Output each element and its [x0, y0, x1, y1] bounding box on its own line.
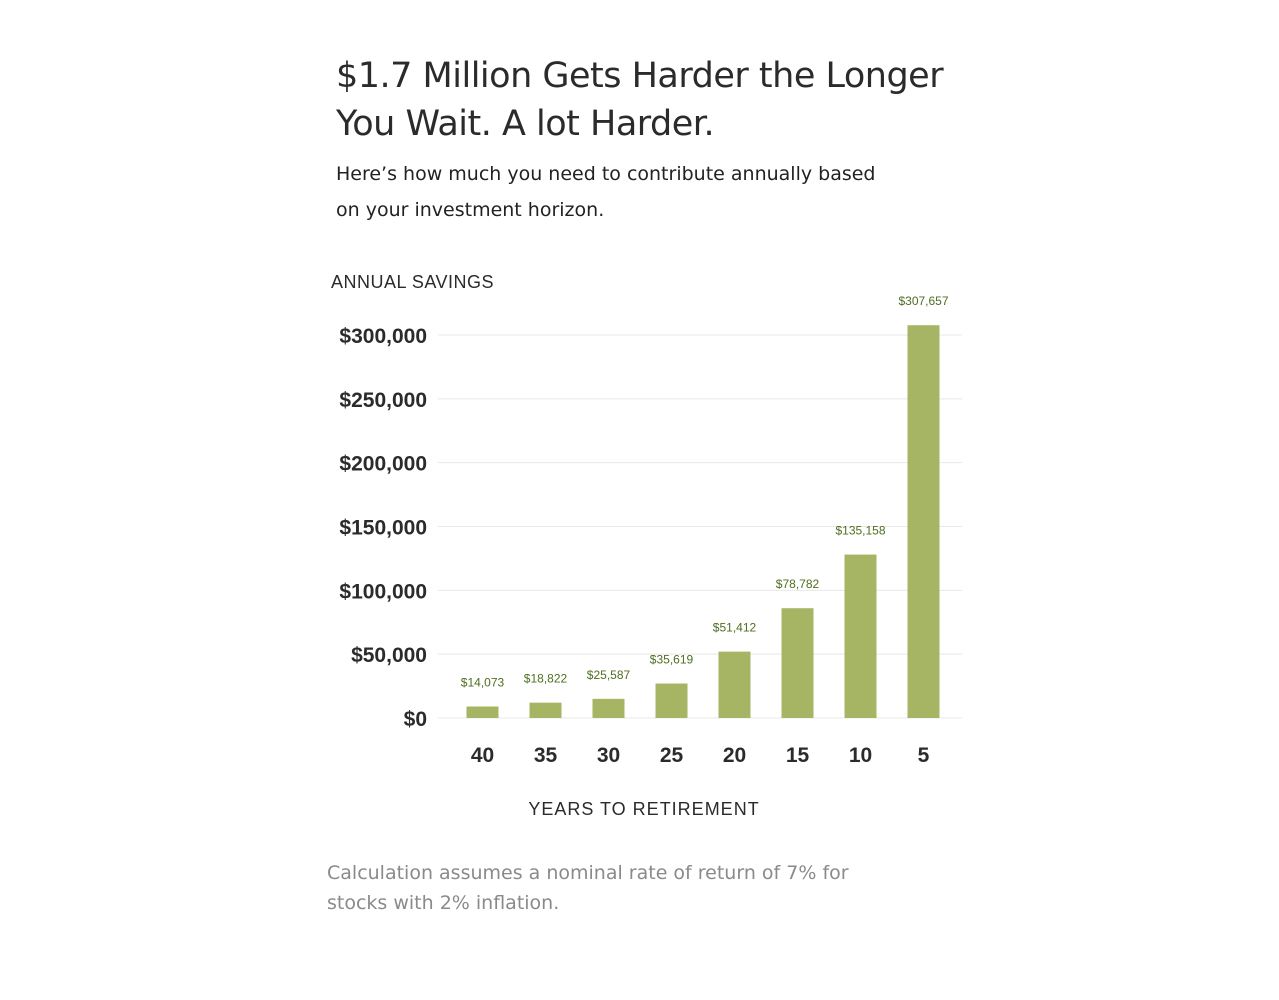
bar	[781, 608, 814, 718]
y-tick-label: $250,000	[339, 389, 427, 412]
y-axis-title: ANNUAL SAVINGS	[331, 272, 494, 292]
bar-chart: ANNUAL SAVINGS $0 $50,000 $100,000 $150,000…	[331, 272, 962, 819]
x-tick-label: 20	[723, 744, 746, 767]
x-tick-label: 10	[849, 744, 872, 767]
data-label: $135,158	[835, 524, 885, 538]
y-tick-label: $150,000	[339, 517, 427, 540]
bar	[466, 706, 499, 718]
footnote: Calculation assumes a nominal rate of re…	[327, 862, 849, 914]
x-tick-label: 25	[660, 744, 684, 767]
y-tick-label: $0	[404, 708, 427, 731]
data-label: $14,073	[461, 676, 505, 690]
data-label: $25,587	[587, 668, 631, 682]
bar	[718, 651, 751, 718]
y-tick-label: $300,000	[339, 325, 427, 348]
x-tick-label: 35	[534, 744, 558, 767]
chart-subtitle: Here’s how much you need to contribute a…	[336, 163, 876, 221]
x-tick-label: 15	[786, 744, 810, 767]
bar	[655, 683, 688, 718]
y-tick-label: $100,000	[339, 580, 427, 603]
bar	[592, 698, 625, 718]
data-label: $18,822	[524, 672, 568, 686]
bar	[529, 702, 562, 718]
x-tick-label: 40	[471, 744, 494, 767]
bar	[907, 325, 940, 718]
bar	[844, 554, 877, 718]
data-label: $78,782	[776, 577, 820, 591]
x-tick-label: 30	[597, 744, 620, 767]
data-label: $307,657	[898, 294, 948, 308]
data-label: $35,619	[650, 653, 694, 667]
data-label: $51,412	[713, 621, 757, 635]
y-tick-label: $50,000	[351, 644, 427, 667]
x-axis-title: YEARS TO RETIREMENT	[528, 799, 759, 819]
y-tick-label: $200,000	[339, 453, 427, 476]
chart-title: $1.7 Million Gets Harder the Longer You …	[336, 56, 944, 144]
x-tick-label: 5	[918, 744, 930, 767]
